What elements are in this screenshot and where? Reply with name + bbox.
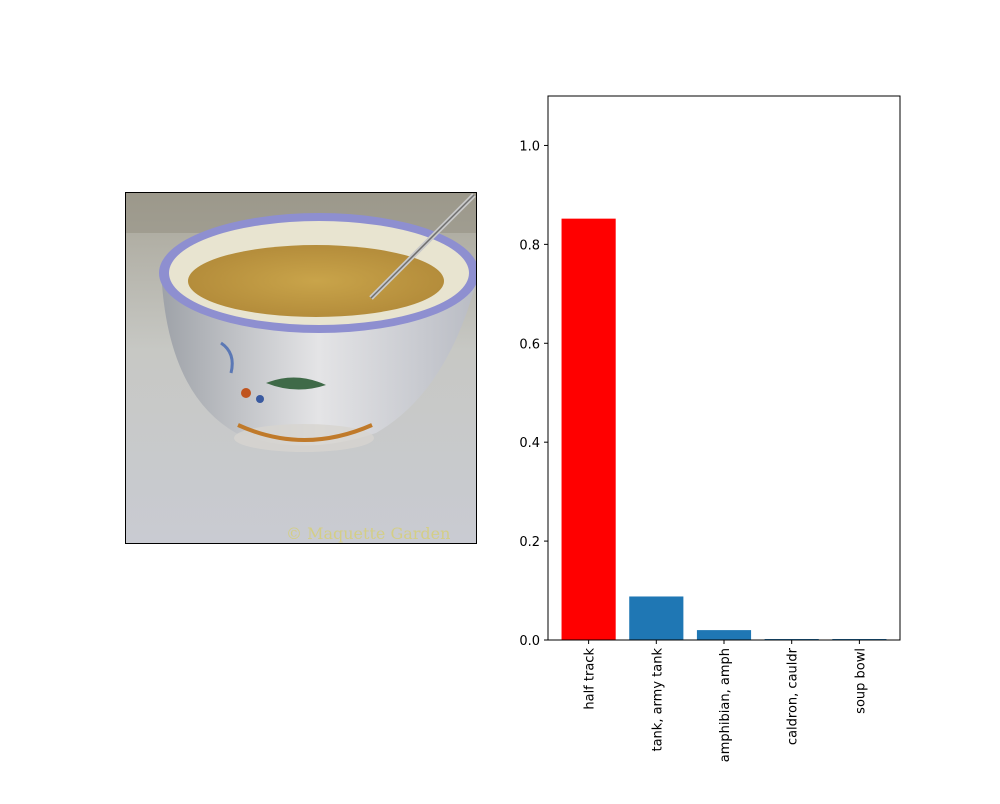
plot-frame <box>547 95 901 641</box>
y-tick-label-4: 0.8 <box>519 238 540 253</box>
x-tick-label-1: tank, army tank <box>650 648 665 752</box>
y-tick-label-5: 1.0 <box>519 139 540 154</box>
soup-bowl-photo: © Maquette Garden <box>126 193 476 543</box>
photo-watermark: © Maquette Garden <box>286 524 450 543</box>
input-image-panel: © Maquette Garden <box>125 192 477 544</box>
y-axis: 0.0 0.2 0.4 0.6 0.8 1.0 <box>519 139 548 649</box>
y-tick-label-1: 0.2 <box>519 535 540 550</box>
x-axis: half track tank, army tank amphibian, amph… <box>583 640 868 762</box>
bars-layer <box>561 218 887 640</box>
x-tick-label-0: half track <box>583 648 598 710</box>
y-tick-label-0: 0.0 <box>519 634 540 649</box>
x-tick-label-4: soup bowl <box>853 648 868 714</box>
x-tick-label-3: caldron, cauldr <box>786 647 801 745</box>
x-tick-label-2: amphibian, amph <box>718 648 733 762</box>
bar-2 <box>696 630 752 640</box>
bar-0 <box>561 218 616 640</box>
y-tick-label-3: 0.6 <box>519 337 540 352</box>
bar-1 <box>629 596 684 640</box>
y-tick-label-2: 0.4 <box>519 436 540 451</box>
